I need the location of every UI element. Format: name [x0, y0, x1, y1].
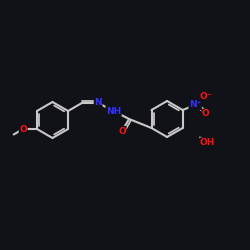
Text: NH: NH: [106, 106, 121, 116]
Text: N⁺: N⁺: [189, 100, 201, 110]
Text: OH: OH: [200, 138, 215, 147]
Text: O: O: [118, 126, 126, 136]
Text: O⁻: O⁻: [200, 92, 212, 101]
Text: N: N: [94, 98, 102, 108]
Text: O: O: [202, 109, 209, 118]
Text: O: O: [19, 124, 27, 134]
